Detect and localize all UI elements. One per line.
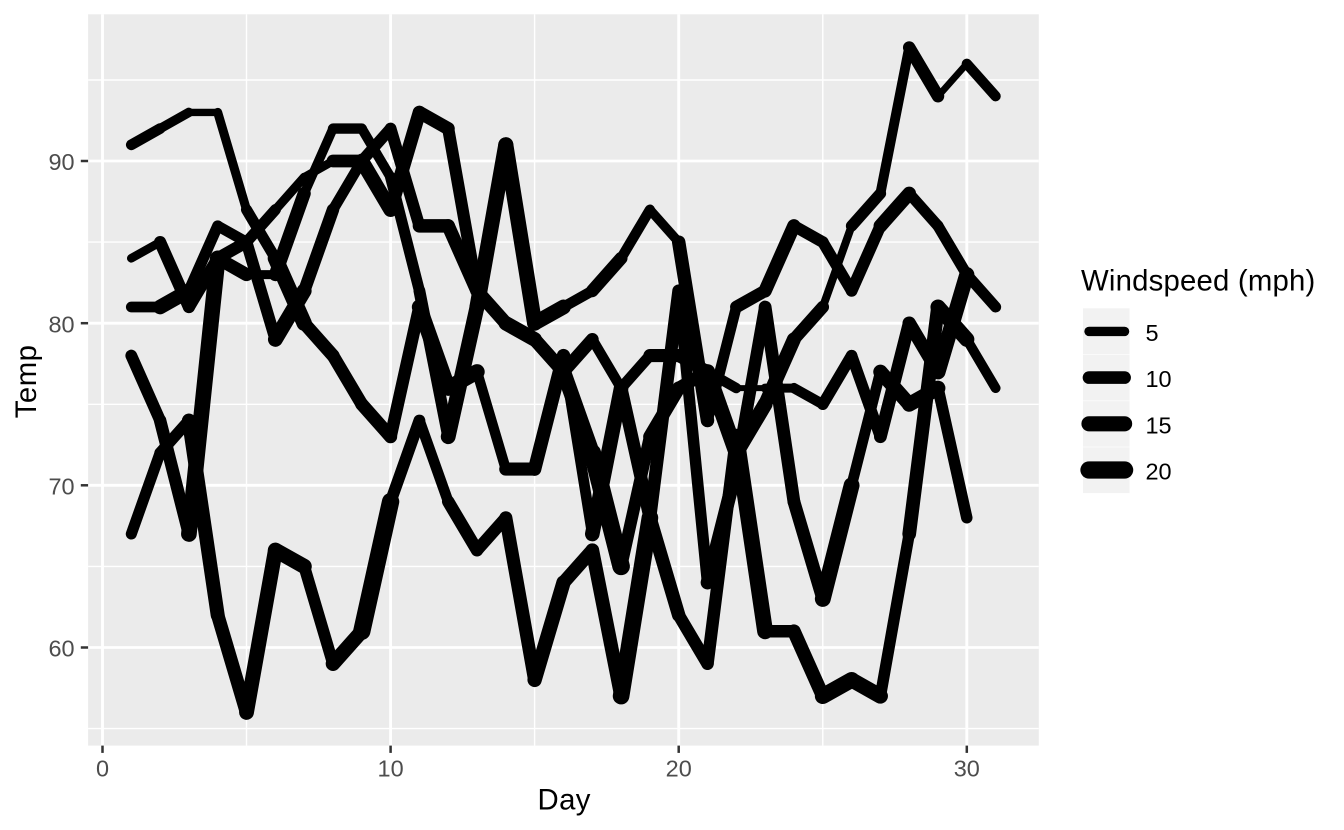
- svg-text:90: 90: [48, 149, 74, 175]
- svg-text:30: 30: [954, 755, 980, 781]
- svg-text:Day: Day: [538, 784, 591, 817]
- svg-text:10: 10: [378, 755, 404, 781]
- svg-text:5: 5: [1146, 320, 1159, 346]
- svg-text:60: 60: [48, 636, 74, 662]
- svg-text:15: 15: [1146, 412, 1172, 438]
- svg-text:Windspeed (mph): Windspeed (mph): [1081, 265, 1315, 298]
- svg-text:0: 0: [96, 755, 109, 781]
- svg-text:10: 10: [1146, 366, 1172, 392]
- svg-text:20: 20: [1146, 459, 1172, 485]
- svg-text:20: 20: [666, 755, 692, 781]
- svg-text:Temp: Temp: [10, 345, 43, 419]
- svg-text:70: 70: [48, 473, 74, 499]
- svg-text:80: 80: [48, 311, 74, 337]
